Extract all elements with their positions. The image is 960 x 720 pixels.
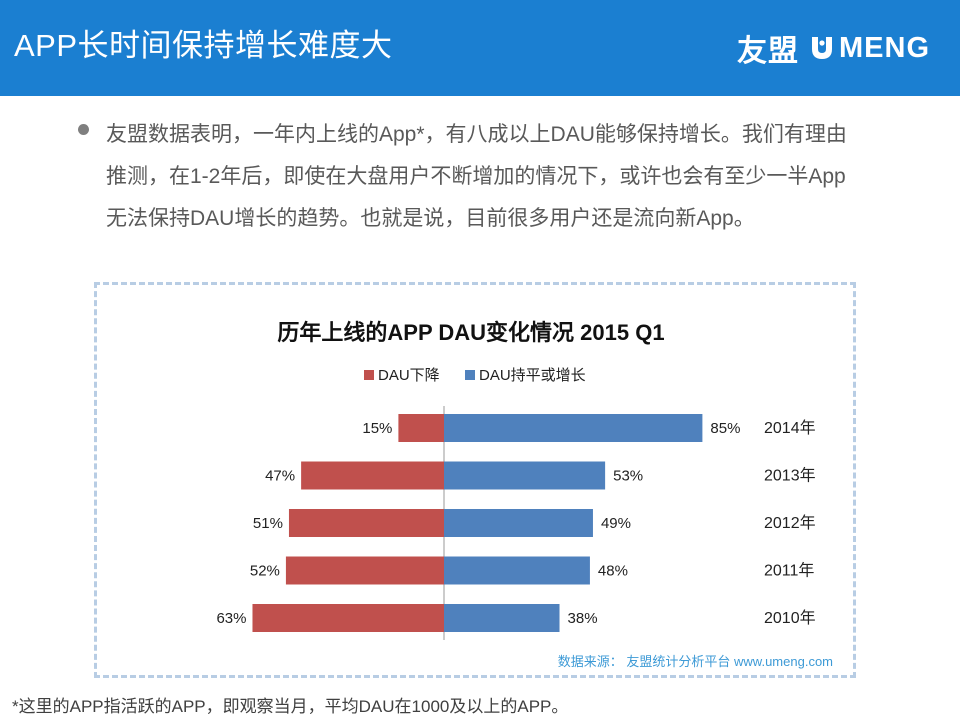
page-title: APP长时间保持增长难度大 xyxy=(14,28,393,63)
bullet-dot xyxy=(78,124,89,135)
legend-swatch-1 xyxy=(364,370,374,380)
label-decline-3: 51% xyxy=(253,515,283,532)
bar-growth-2 xyxy=(444,461,606,490)
bar-decline-3 xyxy=(288,509,444,537)
year-label-3: 2012年 xyxy=(764,514,816,532)
data-source: 数据来源： 友盟统计分析平台 www.umeng.com xyxy=(557,654,833,669)
label-decline-4: 52% xyxy=(250,563,280,580)
label-decline-2: 47% xyxy=(265,468,295,485)
bar-growth-1 xyxy=(444,414,703,442)
legend-label-2: DAU持平或增长 xyxy=(479,367,586,384)
bar-growth-5 xyxy=(444,604,560,632)
year-label-5: 2010年 xyxy=(764,609,816,627)
bar-decline-1 xyxy=(398,414,444,442)
footnote: *这里的APP指活跃的APP，即观察当月，平均DAU在1000及以上的APP。 xyxy=(12,697,569,716)
body-paragraph: 友盟数据表明，一年内上线的App*，有八成以上DAU能够保持增长。我们有理由推测… xyxy=(106,123,847,230)
label-growth-3: 49% xyxy=(601,515,631,532)
bar-decline-4 xyxy=(285,556,444,585)
chart-bars: 15% 85% 2014年 47% 53% 2013年 51% 49% 2012年 52% 48% 2… xyxy=(216,406,816,640)
label-growth-1: 85% xyxy=(710,420,740,437)
year-label-1: 2014年 xyxy=(764,419,816,437)
dau-change-chart: 历年上线的APP DAU变化情况 2015 Q1 DAU下降 DAU持平或增长 1… xyxy=(216,320,816,640)
chart-legend: DAU下降 DAU持平或增长 xyxy=(364,367,586,384)
label-growth-2: 53% xyxy=(613,468,643,485)
legend-swatch-2 xyxy=(465,370,475,380)
chart-title: 历年上线的APP DAU变化情况 2015 Q1 xyxy=(277,320,664,345)
umeng-u-icon xyxy=(812,37,832,59)
header-bar: APP长时间保持增长难度大 友盟 MENG xyxy=(0,0,960,96)
label-decline-5: 63% xyxy=(216,610,246,627)
year-label-4: 2011年 xyxy=(764,562,814,580)
umeng-logo: MENG xyxy=(809,32,930,65)
bar-decline-5 xyxy=(252,604,444,632)
year-label-2: 2013年 xyxy=(764,467,816,485)
bar-growth-3 xyxy=(444,509,593,537)
legend-label-1: DAU下降 xyxy=(378,367,440,384)
bar-growth-4 xyxy=(444,556,590,585)
chart-frame: 历年上线的APP DAU变化情况 2015 Q1 DAU下降 DAU持平或增长 1… xyxy=(94,282,856,678)
label-growth-5: 38% xyxy=(568,610,598,627)
label-decline-1: 15% xyxy=(362,420,392,437)
brand-logo: 友盟 MENG xyxy=(737,26,930,70)
label-growth-4: 48% xyxy=(598,563,628,580)
bar-decline-2 xyxy=(301,461,444,490)
brand-name-en: MENG xyxy=(839,31,930,64)
brand-name-cn: 友盟 xyxy=(737,35,799,68)
